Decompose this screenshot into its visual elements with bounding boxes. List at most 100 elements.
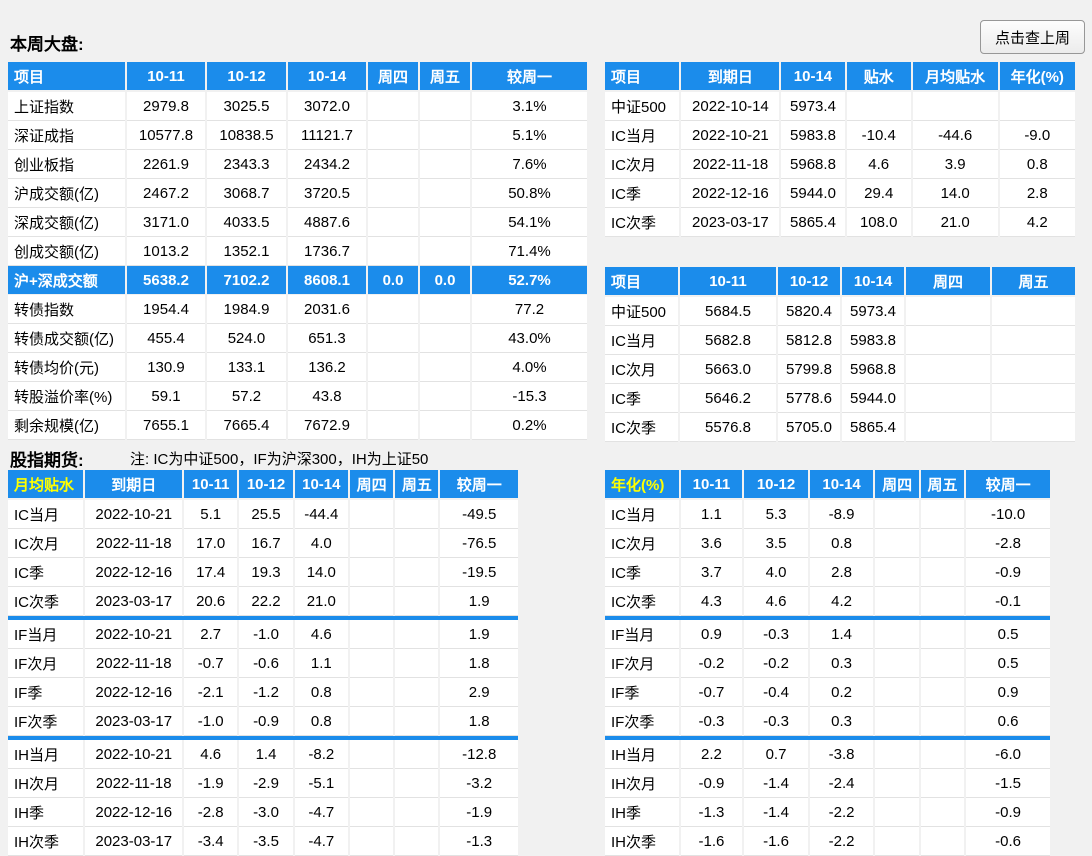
row-label: 转债成交额(亿) xyxy=(8,324,125,353)
data-cell: 1.1 xyxy=(680,500,743,529)
separator-row xyxy=(8,616,518,620)
data-cell: 10577.8 xyxy=(127,121,205,150)
futures-note: 注: IC为中证500，IF为沪深300，IH为上证50 xyxy=(130,451,429,468)
table-row: IC季 5646.2 5778.6 5944.0 xyxy=(605,384,1075,413)
data-cell: -8.9 xyxy=(809,500,874,529)
column-header: 周五 xyxy=(992,267,1075,297)
column-header: 周五 xyxy=(395,470,439,500)
table-row: IC次季 2023-03-17 20.6 22.2 21.0 1.9 xyxy=(8,587,518,616)
data-cell: -44.4 xyxy=(294,500,348,529)
row-label: IC次季 xyxy=(605,413,678,442)
data-cell: 5.3 xyxy=(744,500,808,529)
data-cell: 0.8 xyxy=(294,678,348,707)
data-cell xyxy=(920,649,965,678)
data-cell xyxy=(420,150,470,179)
data-cell xyxy=(875,827,919,856)
column-header: 10-11 xyxy=(680,267,776,297)
data-cell: -10.4 xyxy=(846,121,911,150)
data-cell xyxy=(875,529,919,558)
data-cell: 2.2 xyxy=(680,740,743,769)
data-cell xyxy=(395,769,439,798)
table-row: IF次季 -0.3 -0.3 0.3 0.6 xyxy=(605,707,1050,736)
data-cell: 5944.0 xyxy=(842,384,904,413)
table-row: IF次月 2022-11-18 -0.7 -0.6 1.1 1.8 xyxy=(8,649,518,678)
data-cell: 11121.7 xyxy=(288,121,366,150)
data-cell: 3171.0 xyxy=(127,208,205,237)
data-cell: 5682.8 xyxy=(680,326,776,355)
column-header: 10-14 xyxy=(781,62,845,92)
data-cell: -1.6 xyxy=(744,827,808,856)
data-cell: -12.8 xyxy=(440,740,518,769)
row-label: IH次月 xyxy=(8,769,84,798)
column-header: 周五 xyxy=(920,470,965,500)
data-cell: 17.0 xyxy=(184,529,238,558)
row-label: IF季 xyxy=(8,678,84,707)
column-header: 年化(%) xyxy=(999,62,1075,92)
data-cell: 108.0 xyxy=(846,208,911,237)
row-label: IC当月 xyxy=(8,500,84,529)
data-cell xyxy=(368,179,418,208)
data-cell: 5.1 xyxy=(184,500,238,529)
column-header: 较周一 xyxy=(966,470,1050,500)
data-cell: 7.6% xyxy=(472,150,587,179)
table-row: 创成交额(亿) 1013.2 1352.1 1736.7 71.4% xyxy=(8,237,587,266)
data-cell xyxy=(420,382,470,411)
data-cell: 2022-12-16 xyxy=(85,798,183,827)
table-row: IH次季 2023-03-17 -3.4 -3.5 -4.7 -1.3 xyxy=(8,827,518,856)
table-row: 沪+深成交额 5638.2 7102.2 8608.1 0.0 0.0 52.7% xyxy=(8,266,587,295)
data-cell xyxy=(349,649,394,678)
table-row: IC次季 4.3 4.6 4.2 -0.1 xyxy=(605,587,1050,616)
row-label: IF当月 xyxy=(605,620,679,649)
data-cell: 5973.4 xyxy=(842,297,904,326)
data-cell: 1984.9 xyxy=(207,295,286,324)
data-cell: 4.6 xyxy=(184,740,238,769)
data-cell: 7102.2 xyxy=(207,266,286,295)
data-cell: -10.0 xyxy=(966,500,1050,529)
table-row: IF次季 2023-03-17 -1.0 -0.9 0.8 1.8 xyxy=(8,707,518,736)
data-cell: 2261.9 xyxy=(127,150,205,179)
column-header: 到期日 xyxy=(85,470,183,500)
table-row: IC次月 3.6 3.5 0.8 -2.8 xyxy=(605,529,1050,558)
data-cell: 0.3 xyxy=(809,707,874,736)
data-cell xyxy=(349,827,394,856)
data-cell: 4.0 xyxy=(744,558,808,587)
data-cell: -0.7 xyxy=(184,649,238,678)
data-cell xyxy=(920,827,965,856)
data-cell: 5646.2 xyxy=(680,384,776,413)
data-cell xyxy=(420,295,470,324)
data-cell: -3.4 xyxy=(184,827,238,856)
data-cell xyxy=(368,324,418,353)
data-cell: 4887.6 xyxy=(288,208,366,237)
data-cell: 2.9 xyxy=(440,678,518,707)
data-cell: -6.0 xyxy=(966,740,1050,769)
data-cell: 0.0 xyxy=(420,266,470,295)
data-cell: -1.9 xyxy=(184,769,238,798)
table-row: 转股溢价率(%) 59.1 57.2 43.8 -15.3 xyxy=(8,382,587,411)
market-table: 项目 10-11 10-12 10-14 周四 周五 较周一 上证指数 2979.8 3025.5… xyxy=(6,62,589,440)
row-label: IC当月 xyxy=(605,121,680,150)
data-cell: -49.5 xyxy=(440,500,518,529)
data-cell: -2.8 xyxy=(966,529,1050,558)
data-cell: -2.4 xyxy=(809,769,874,798)
data-cell: 7665.4 xyxy=(207,411,286,440)
data-cell xyxy=(349,769,394,798)
data-cell xyxy=(349,500,394,529)
data-cell: -76.5 xyxy=(440,529,518,558)
table-row: 转债成交额(亿) 455.4 524.0 651.3 43.0% xyxy=(8,324,587,353)
data-cell: -0.6 xyxy=(239,649,293,678)
data-cell: 4.6 xyxy=(846,150,911,179)
data-cell: 1.9 xyxy=(440,620,518,649)
row-label: 创成交额(亿) xyxy=(8,237,125,266)
table-row: IH季 2022-12-16 -2.8 -3.0 -4.7 -1.9 xyxy=(8,798,518,827)
data-cell: 2.8 xyxy=(809,558,874,587)
table-row: IC当月 1.1 5.3 -8.9 -10.0 xyxy=(605,500,1050,529)
last-week-button[interactable]: 点击查上周 xyxy=(979,20,1085,54)
data-cell xyxy=(875,649,919,678)
column-header: 10-14 xyxy=(288,62,366,92)
row-label: IC次季 xyxy=(605,208,680,237)
data-cell: 2022-10-14 xyxy=(681,92,780,121)
row-label: 创业板指 xyxy=(8,150,125,179)
separator-bar xyxy=(8,616,518,620)
data-cell: -0.7 xyxy=(680,678,743,707)
data-cell: 4.0% xyxy=(472,353,587,382)
